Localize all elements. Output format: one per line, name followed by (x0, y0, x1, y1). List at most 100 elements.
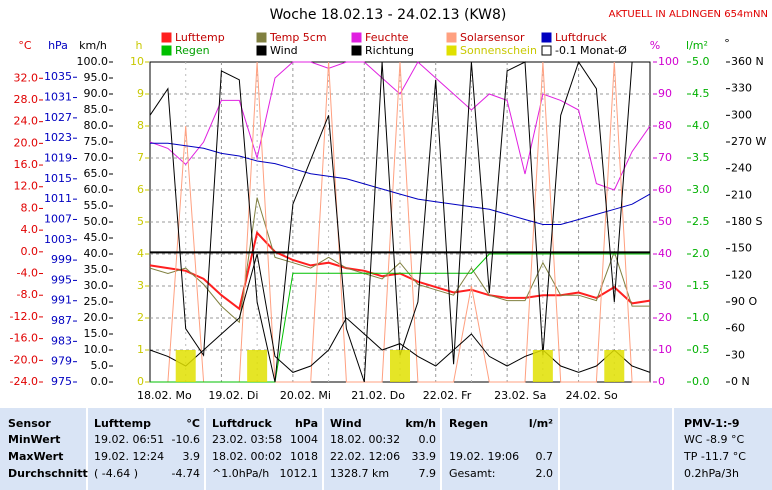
y-tick-label: 20.0 (14, 136, 39, 149)
y-tick-label: 90 (658, 87, 672, 100)
y-tick-label: 6 (137, 183, 144, 196)
table-cell: Regen (449, 417, 489, 430)
y-tick-label: 90.0 (84, 87, 109, 100)
y-tick-label: 300 (731, 108, 752, 121)
y-tick-label: 28.0 (14, 93, 39, 106)
y-tick-label: 0 N (731, 375, 750, 388)
table-cell: 1018 (290, 450, 318, 463)
y-tick-label: 4.0 (21, 223, 39, 236)
legend-swatch (541, 45, 552, 56)
y-tick-label: 1015 (44, 172, 72, 185)
column-separator (672, 408, 674, 490)
y-tick-label: 0.0 (91, 375, 109, 388)
y-tick-label: 0 (658, 375, 665, 388)
x-tick-label: 20.02. Mi (280, 389, 331, 402)
y-tick-label: 0.5 (692, 343, 710, 356)
chart: Woche 18.02.13 - 24.02.13 (KW8) AKTUELL … (10, 7, 768, 402)
legend-label: Regen (175, 44, 210, 57)
y-tick-label: 0 (137, 375, 144, 388)
y-tick-label: -24.0 (10, 375, 38, 388)
legend-label: Sonnenschein (460, 44, 537, 57)
y-tick-label: 0.0 (692, 375, 710, 388)
legend-swatch (446, 32, 457, 43)
y-tick-label: 3.5 (692, 151, 710, 164)
y-tick-label: 1031 (44, 91, 72, 104)
y-tick-label: 2 (137, 311, 144, 324)
y-tick-label: 50 (658, 215, 672, 228)
axis-unit: l/m² (686, 39, 708, 52)
y-tick-label: 1007 (44, 212, 72, 225)
x-tick-label: 18.02. Mo (137, 389, 192, 402)
y-tick-label: 1027 (44, 111, 72, 124)
axis-unit: h (136, 39, 143, 52)
legend-label: Solarsensor (460, 31, 525, 44)
legend-swatch (446, 45, 457, 56)
y-tick-label: 60 (731, 322, 745, 335)
y-tick-label: 25.0 (84, 295, 109, 308)
legend-swatch (351, 32, 362, 43)
y-tick-label: 240 (731, 162, 752, 175)
table-cell: 1012.1 (279, 467, 319, 480)
table-cell: Luftdruck (212, 417, 272, 430)
y-tick-label: 30.0 (84, 279, 109, 292)
table-cell: ( -4.64 ) (94, 467, 139, 480)
table-cell: 3.9 (182, 450, 201, 463)
y-tick-label: 75.0 (84, 135, 109, 148)
legend-label: Temp 5cm (269, 31, 327, 44)
subtitle: AKTUELL IN ALDINGEN 654mNN (609, 9, 768, 20)
y-tick-label: 995 (51, 273, 72, 286)
y-tick-label: 7 (137, 151, 144, 164)
table-cell: 0.7 (535, 450, 554, 463)
y-tick-label: 987 (51, 314, 72, 327)
y-tick-label: 55.0 (84, 199, 109, 212)
y-tick-label: 2.5 (692, 215, 710, 228)
y-tick-label: 330 (731, 82, 752, 95)
table-cell: 19.02. 19:06 (449, 450, 520, 463)
y-tick-label: 35.0 (84, 263, 109, 276)
y-tick-label: 20.0 (84, 311, 109, 324)
table-cell: l/m² (528, 417, 553, 430)
y-tick-label: 12.0 (14, 180, 39, 193)
y-tick-label: 90 O (731, 295, 757, 308)
y-tick-label: 80 (658, 119, 672, 132)
y-tick-label: 1035 (44, 70, 72, 83)
y-tick-label: 120 (731, 268, 752, 281)
y-tick-label: 4.0 (692, 119, 710, 132)
column-separator (440, 408, 442, 490)
legend-swatch (256, 32, 267, 43)
sunshine-bar (604, 350, 625, 382)
table-cell: Sensor (8, 417, 51, 430)
y-tick-label: -12.0 (10, 310, 38, 323)
chart-title: Woche 18.02.13 - 24.02.13 (KW8) (270, 7, 507, 23)
y-tick-label: 70.0 (84, 151, 109, 164)
y-tick-label: 1.5 (692, 279, 710, 292)
table-cell: WC -8.9 °C (684, 433, 745, 446)
table-cell: ^1.0hPa/h (212, 467, 270, 480)
table-cell: 19.02. 06:51 (94, 433, 165, 446)
series-line (149, 253, 651, 373)
y-tick-label: 999 (51, 253, 72, 266)
y-tick-label: 10 (658, 343, 672, 356)
table-cell: Wind (330, 417, 362, 430)
y-tick-label: 1.0 (692, 311, 710, 324)
y-tick-label: 30 (658, 279, 672, 292)
column-separator (86, 408, 88, 490)
y-tick-label: 40.0 (84, 247, 109, 260)
y-tick-label: 80.0 (84, 119, 109, 132)
axis-unit: % (650, 39, 660, 52)
table-cell: hPa (294, 417, 318, 430)
x-tick-label: 24.02. So (566, 389, 618, 402)
y-tick-label: 1003 (44, 233, 72, 246)
y-tick-label: 95.0 (84, 71, 109, 84)
legend-label: Feuchte (365, 31, 409, 44)
x-tick-label: 23.02. Sa (494, 389, 546, 402)
axis-unit: km/h (79, 39, 107, 52)
y-tick-label: 20 (658, 311, 672, 324)
y-tick-label: 50.0 (84, 215, 109, 228)
table-cell: 22.02. 12:06 (330, 450, 401, 463)
series-line (150, 142, 651, 225)
y-tick-label: 270 W (731, 135, 766, 148)
y-tick-label: 15.0 (84, 327, 109, 340)
table-cell: -4.74 (171, 467, 200, 480)
y-tick-label: 8 (137, 119, 144, 132)
